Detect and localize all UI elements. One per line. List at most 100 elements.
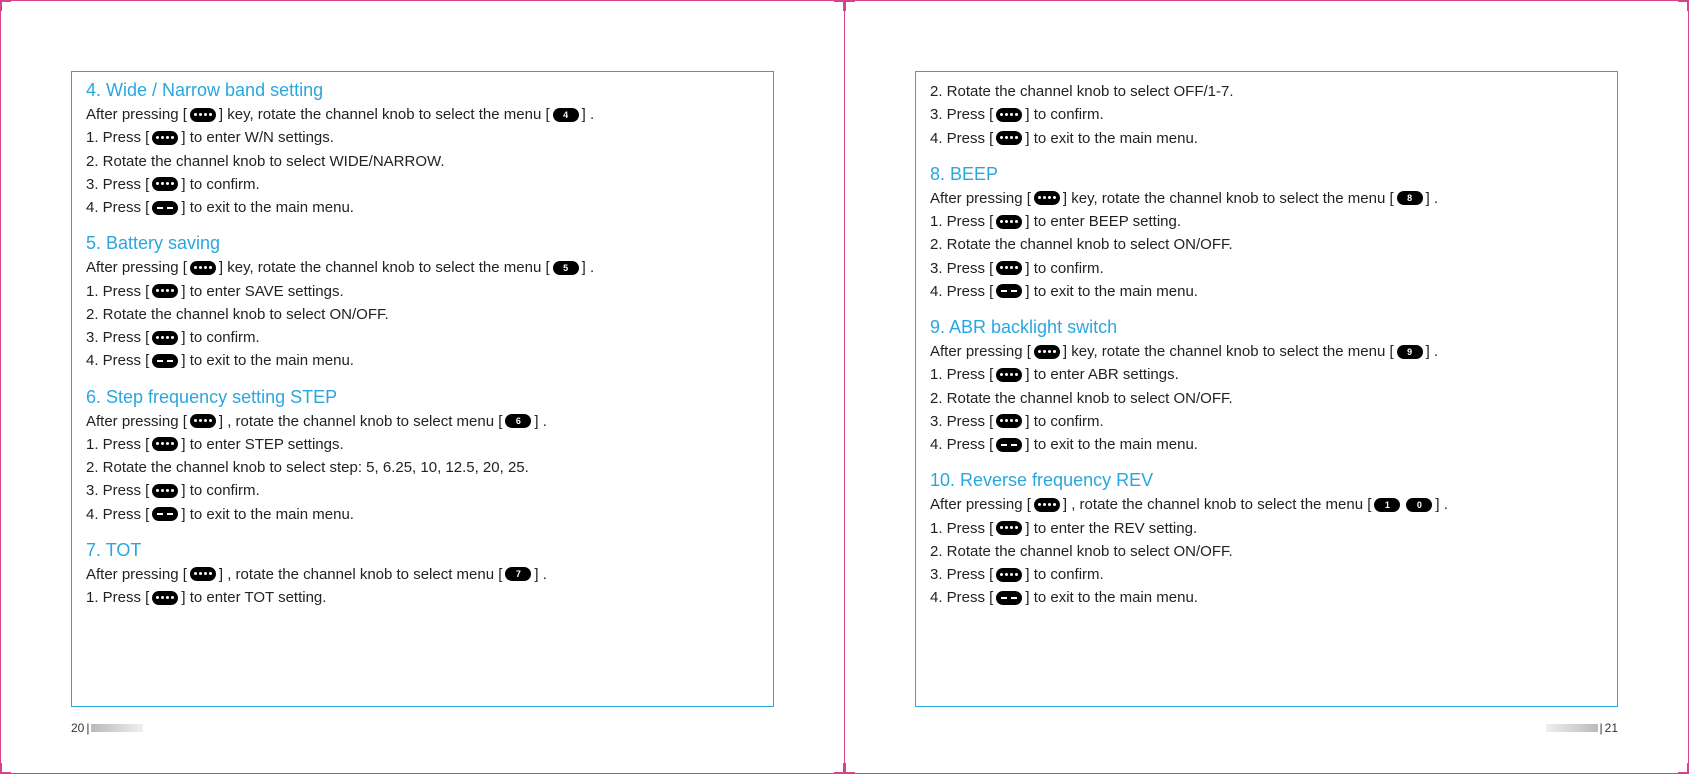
instruction-text: ] to enter SAVE settings. (181, 280, 343, 303)
instruction-text: ] to enter BEEP setting. (1025, 210, 1181, 233)
instruction-text: ] to enter ABR settings. (1025, 363, 1178, 386)
instruction-line: After pressing [ ] key, rotate the chann… (930, 187, 1603, 210)
menu-key-icon (996, 568, 1022, 582)
instruction-line: 2. Rotate the channel knob to select ON/… (930, 387, 1603, 410)
menu-key-icon (996, 215, 1022, 229)
instruction-text: 1. Press [ (930, 517, 993, 540)
instruction-text: After pressing [ (930, 340, 1031, 363)
instruction-text: 4. Press [ (930, 280, 993, 303)
instruction-line: 3. Press [ ] to confirm. (930, 410, 1603, 433)
instruction-line: 4. Press [ ] to exit to the main menu. (930, 127, 1603, 150)
instruction-text: ] key, rotate the channel knob to select… (219, 103, 550, 126)
menu-key-icon (152, 591, 178, 605)
menu-key-icon (190, 414, 216, 428)
menu-key-icon (152, 131, 178, 145)
instruction-text: ] . (534, 563, 547, 586)
instruction-text: 3. Press [ (86, 479, 149, 502)
exit-key-icon (996, 591, 1022, 605)
instruction-line: 4. Press [ ] to exit to the main menu. (86, 503, 759, 526)
spread: 4. Wide / Narrow band settingAfter press… (0, 0, 1689, 774)
instruction-text: ] to exit to the main menu. (1025, 127, 1198, 150)
instruction-text: 1. Press [ (930, 363, 993, 386)
instruction-line: 2. Rotate the channel knob to select ste… (86, 456, 759, 479)
instruction-text: 2. Rotate the channel knob to select ON/… (86, 303, 389, 326)
menu-key-icon (1034, 498, 1060, 512)
section-heading: 5. Battery saving (86, 233, 759, 254)
page-left: 4. Wide / Narrow band settingAfter press… (1, 1, 845, 773)
instruction-text: ] key, rotate the channel knob to select… (219, 256, 550, 279)
number-key-icon: 4 (553, 108, 579, 122)
instruction-line: After pressing [ ] key, rotate the chann… (86, 103, 759, 126)
instruction-text: ] to exit to the main menu. (1025, 280, 1198, 303)
number-key-icon: 5 (553, 261, 579, 275)
section-heading: 7. TOT (86, 540, 759, 561)
instruction-text: ] , rotate the channel knob to select me… (219, 410, 503, 433)
menu-key-icon (152, 284, 178, 298)
instruction-text: ] to confirm. (181, 479, 259, 502)
instruction-text: 2. Rotate the channel knob to select OFF… (930, 80, 1234, 103)
number-key-icon: 7 (505, 567, 531, 581)
instruction-text: ] . (1426, 340, 1439, 363)
instruction-text: 2. Rotate the channel knob to select WID… (86, 150, 445, 173)
section-heading: 6. Step frequency setting STEP (86, 387, 759, 408)
instruction-text: ] to confirm. (181, 173, 259, 196)
instruction-text: 3. Press [ (930, 257, 993, 280)
instruction-text: 2. Rotate the channel knob to select ON/… (930, 540, 1233, 563)
instruction-line: 1. Press [ ] to enter BEEP setting. (930, 210, 1603, 233)
instruction-text: After pressing [ (930, 493, 1031, 516)
instruction-line: 3. Press [ ] to confirm. (930, 103, 1603, 126)
instruction-text: 4. Press [ (86, 349, 149, 372)
exit-key-icon (152, 507, 178, 521)
menu-key-icon (190, 261, 216, 275)
instruction-line: 2. Rotate the channel knob to select ON/… (930, 540, 1603, 563)
instruction-line: 3. Press [ ] to confirm. (930, 563, 1603, 586)
instruction-line: 1. Press [ ] to enter W/N settings. (86, 126, 759, 149)
instruction-text: After pressing [ (86, 563, 187, 586)
instruction-text: 1. Press [ (86, 586, 149, 609)
instruction-text: 3. Press [ (86, 326, 149, 349)
instruction-text: 1. Press [ (86, 433, 149, 456)
instruction-text: ] to exit to the main menu. (181, 196, 354, 219)
content-box-left: 4. Wide / Narrow band settingAfter press… (71, 71, 774, 707)
instruction-text: After pressing [ (86, 256, 187, 279)
menu-key-icon (996, 368, 1022, 382)
menu-key-icon (190, 108, 216, 122)
instruction-text: ] to exit to the main menu. (181, 349, 354, 372)
section-heading: 4. Wide / Narrow band setting (86, 80, 759, 101)
instruction-text: 1. Press [ (86, 280, 149, 303)
instruction-text: After pressing [ (86, 103, 187, 126)
exit-key-icon (152, 201, 178, 215)
instruction-text: ] key, rotate the channel knob to select… (1063, 340, 1394, 363)
instruction-text: ] , rotate the channel knob to select me… (219, 563, 503, 586)
section-heading: 10. Reverse frequency REV (930, 470, 1603, 491)
instruction-text: ] to enter STEP settings. (181, 433, 343, 456)
instruction-text: ] . (1426, 187, 1439, 210)
number-key-icon: 9 (1397, 345, 1423, 359)
instruction-line: After pressing [ ] key, rotate the chann… (930, 340, 1603, 363)
section-heading: 9. ABR backlight switch (930, 317, 1603, 338)
instruction-text: ] . (582, 103, 595, 126)
instruction-line: 1. Press [ ] to enter SAVE settings. (86, 280, 759, 303)
page-number-left: 20| (71, 721, 143, 735)
menu-key-icon (996, 131, 1022, 145)
instruction-text: 4. Press [ (930, 433, 993, 456)
instruction-text: 4. Press [ (86, 196, 149, 219)
exit-key-icon (996, 284, 1022, 298)
content-box-right: 2. Rotate the channel knob to select OFF… (915, 71, 1618, 707)
menu-key-icon (152, 484, 178, 498)
instruction-text: ] , rotate the channel knob to select th… (1063, 493, 1372, 516)
menu-key-icon (1034, 345, 1060, 359)
menu-key-icon (996, 108, 1022, 122)
instruction-text: ] to confirm. (1025, 257, 1103, 280)
instruction-text: After pressing [ (930, 187, 1031, 210)
menu-key-icon (1034, 191, 1060, 205)
page-gradient-icon (91, 724, 143, 732)
page-number-right-text: 21 (1605, 721, 1618, 735)
instruction-text: 3. Press [ (930, 103, 993, 126)
instruction-text: 1. Press [ (930, 210, 993, 233)
number-key-icon: 8 (1397, 191, 1423, 205)
menu-key-icon (152, 437, 178, 451)
instruction-line: After pressing [ ] , rotate the channel … (86, 563, 759, 586)
menu-key-icon (152, 177, 178, 191)
instruction-text: ] to enter TOT setting. (181, 586, 326, 609)
